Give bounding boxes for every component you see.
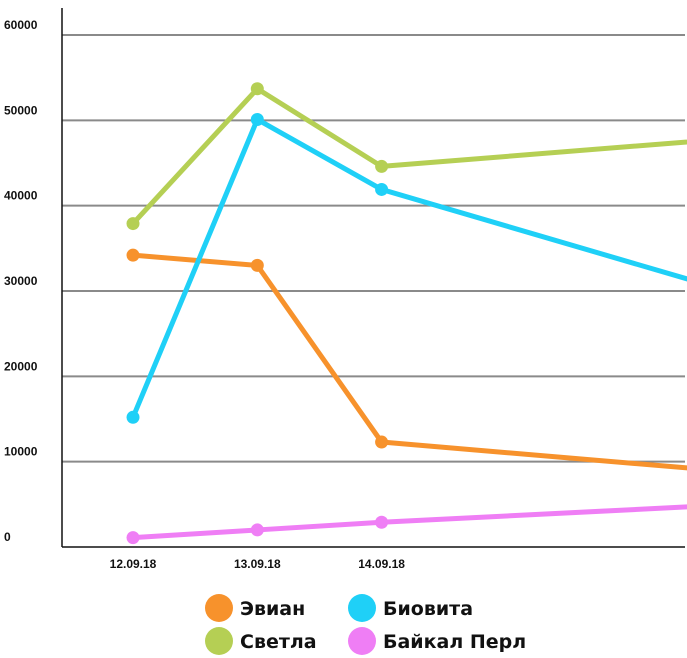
series-1 (126, 82, 687, 231)
legend-label: Светла (240, 631, 317, 653)
legend-marker (205, 627, 233, 655)
data-point (250, 112, 264, 126)
legend-item: Светла (205, 627, 317, 655)
series-line (130, 116, 687, 420)
data-point (250, 523, 264, 537)
series-2 (126, 112, 687, 424)
legend-label: Эвиан (240, 598, 305, 620)
legend-marker (348, 627, 376, 655)
series-line (130, 86, 687, 227)
y-tick-label: 10000 (4, 445, 38, 459)
legend: Эвиан Светла Биовита Байкал Перл (205, 594, 526, 655)
legend-item: Байкал Перл (348, 627, 526, 655)
series-line (130, 504, 687, 541)
grid-lines (62, 34, 685, 463)
y-tick-label: 20000 (4, 359, 38, 373)
legend-item: Эвиан (205, 594, 305, 622)
y-tick-labels: 0 10000 20000 30000 40000 50000 60000 (4, 18, 38, 544)
x-tick-label: 12.09.18 (110, 557, 157, 571)
x-tick-label: 13.09.18 (234, 557, 281, 571)
x-tick-label: 14.09.18 (358, 557, 405, 571)
y-tick-label: 50000 (4, 103, 38, 117)
data-point (126, 248, 140, 262)
legend-marker (348, 594, 376, 622)
y-tick-label: 30000 (4, 274, 38, 288)
axes (61, 8, 685, 548)
y-tick-label: 0 (4, 530, 11, 544)
data-point (375, 182, 389, 196)
legend-label: Биовита (383, 598, 473, 620)
series-line (130, 252, 687, 471)
legend-item: Биовита (348, 594, 473, 622)
data-point (250, 258, 264, 272)
legend-label: Байкал Перл (383, 631, 526, 653)
data-point (126, 531, 140, 545)
data-point (126, 217, 140, 231)
y-tick-label: 40000 (4, 189, 38, 203)
series-layer (126, 82, 687, 545)
data-point (126, 410, 140, 424)
data-point (375, 435, 389, 449)
data-point (250, 82, 264, 96)
series-0 (126, 248, 687, 471)
series-3 (126, 504, 687, 545)
legend-marker (205, 594, 233, 622)
y-tick-label: 60000 (4, 18, 38, 32)
data-point (375, 159, 389, 173)
data-point (375, 515, 389, 529)
